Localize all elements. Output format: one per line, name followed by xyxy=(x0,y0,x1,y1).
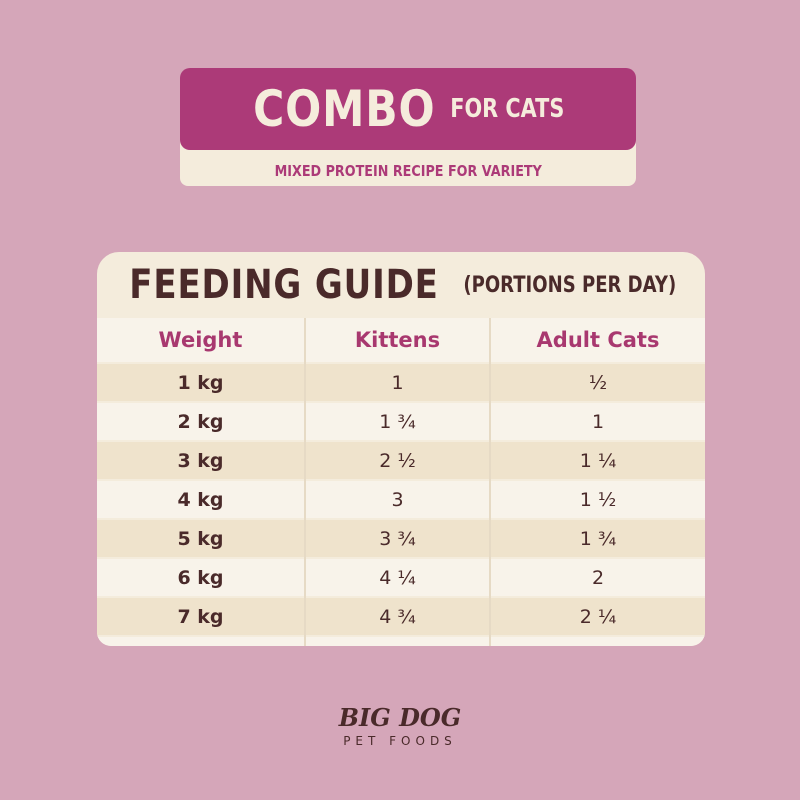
guide-title: FEEDING GUIDE (PORTIONS PER DAY) xyxy=(97,252,705,318)
column-header-adult-cats: Adult Cats xyxy=(489,318,705,363)
logo-brand: BIG DOG xyxy=(338,703,462,732)
cell-adult-cats: ½ xyxy=(489,362,705,402)
cell-kittens: 1 ¾ xyxy=(304,401,490,441)
column-header-weight: Weight xyxy=(97,318,305,363)
cell-kittens: 3 xyxy=(304,479,490,519)
table-row: 8 kg5 ¼2 ½ xyxy=(97,635,705,646)
table-row: 4 kg 3 1 ½ xyxy=(97,479,705,519)
feeding-guide-card: FEEDING GUIDE (PORTIONS PER DAY) Weight … xyxy=(97,252,705,646)
product-banner: COMBO FOR CATS xyxy=(180,68,636,150)
cell-adult-cats: 2 ½ xyxy=(489,635,705,646)
brand-logo: BIG DOG PET FOODS xyxy=(320,703,480,748)
cell-weight: 5 kg xyxy=(97,518,305,558)
cell-adult-cats: 2 xyxy=(489,557,705,597)
logo-subtitle: PET FOODS xyxy=(343,734,457,748)
table-header: Weight Kittens Adult Cats xyxy=(97,318,705,363)
cell-weight: 6 kg xyxy=(97,557,305,597)
cell-adult-cats: 1 xyxy=(489,401,705,441)
guide-heading: FEEDING GUIDE xyxy=(129,262,439,308)
cell-weight: 1 kg xyxy=(97,362,305,402)
cell-adult-cats: 1 ½ xyxy=(489,479,705,519)
cell-adult-cats: 2 ¼ xyxy=(489,596,705,636)
product-target: FOR CATS xyxy=(450,94,565,124)
tagline: MIXED PROTEIN RECIPE FOR VARIETY xyxy=(274,162,542,180)
cell-weight: 7 kg xyxy=(97,596,305,636)
cell-adult-cats: 1 ¼ xyxy=(489,440,705,480)
table-row: 1 kg 1 ½ xyxy=(97,362,705,402)
cell-weight: 4 kg xyxy=(97,479,305,519)
cell-weight: 2 kg xyxy=(97,401,305,441)
cell-kittens: 2 ½ xyxy=(304,440,490,480)
cell-weight: 8 kg xyxy=(97,635,305,646)
cell-kittens: 4 ¾ xyxy=(304,596,490,636)
cell-kittens: 1 xyxy=(304,362,490,402)
cell-kittens: 4 ¼ xyxy=(304,557,490,597)
cell-weight: 3 kg xyxy=(97,440,305,480)
cell-kittens: 3 ¾ xyxy=(304,518,490,558)
product-name: COMBO xyxy=(253,80,436,138)
column-header-kittens: Kittens xyxy=(304,318,490,363)
guide-subheading: (PORTIONS PER DAY) xyxy=(463,272,677,298)
cell-kittens: 5 ¼ xyxy=(304,635,490,646)
cell-adult-cats: 1 ¾ xyxy=(489,518,705,558)
